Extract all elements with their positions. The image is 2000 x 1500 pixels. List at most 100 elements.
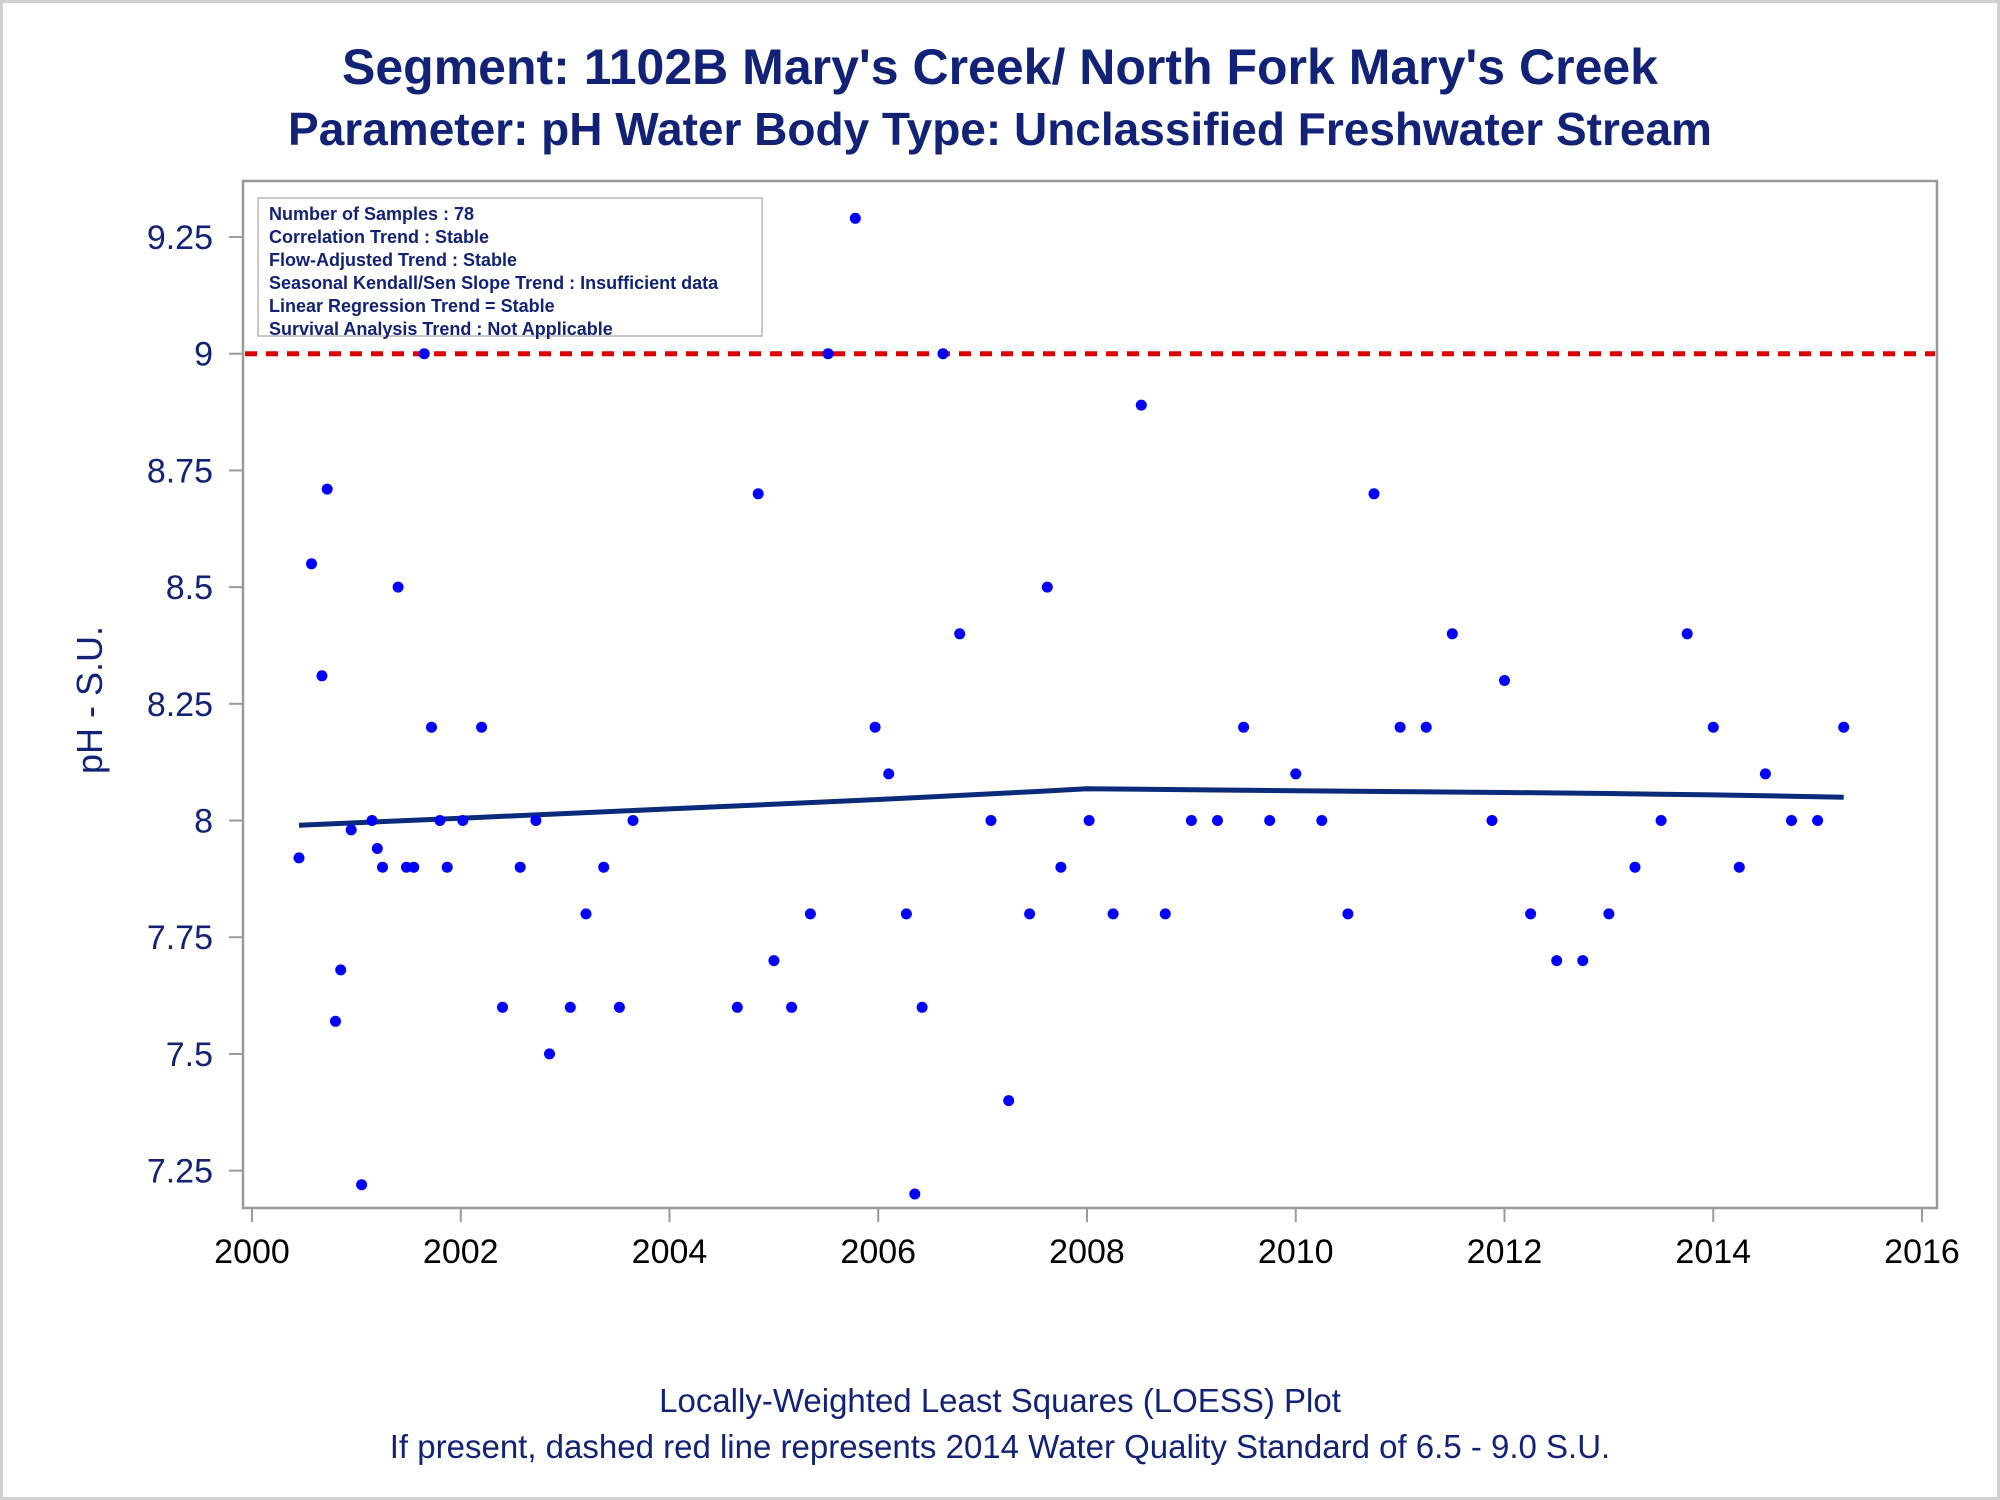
data-point bbox=[1838, 721, 1850, 733]
data-point bbox=[1629, 861, 1641, 873]
data-point bbox=[1264, 815, 1276, 826]
data-point bbox=[434, 815, 446, 826]
x-tick-label: 2002 bbox=[423, 1233, 499, 1271]
data-point bbox=[985, 815, 997, 826]
data-point bbox=[457, 815, 469, 826]
data-point bbox=[883, 768, 895, 780]
stat-sample-count: Number of Samples : 78 bbox=[269, 204, 475, 224]
data-point bbox=[849, 212, 861, 224]
data-point bbox=[1446, 628, 1458, 640]
data-point bbox=[366, 815, 378, 826]
x-tick-label: 2008 bbox=[1049, 1233, 1125, 1271]
data-point bbox=[497, 1001, 508, 1013]
data-point bbox=[768, 955, 780, 967]
y-tick-label: 7.25 bbox=[147, 1153, 213, 1191]
x-tick-label: 2016 bbox=[1884, 1233, 1960, 1271]
chart-title: Segment: 1102B Mary's Creek/ North Fork … bbox=[342, 39, 1658, 95]
data-point bbox=[869, 721, 881, 733]
data-point bbox=[1707, 721, 1719, 733]
data-point bbox=[1420, 721, 1432, 733]
data-point bbox=[580, 908, 592, 920]
y-tick-label: 9.25 bbox=[147, 219, 213, 257]
data-point bbox=[514, 861, 526, 873]
data-point bbox=[752, 488, 764, 500]
stat-correlation-trend: Correlation Trend : Stable bbox=[269, 227, 490, 247]
data-point bbox=[1603, 908, 1615, 920]
data-point bbox=[613, 1001, 625, 1013]
data-point bbox=[426, 721, 437, 733]
data-point bbox=[627, 815, 639, 826]
data-point bbox=[1368, 488, 1380, 500]
y-axis-label: pH - S.U. bbox=[69, 625, 110, 775]
data-point bbox=[1812, 815, 1824, 826]
data-point bbox=[1499, 675, 1510, 686]
data-point bbox=[1733, 861, 1745, 873]
data-point bbox=[377, 861, 388, 873]
data-point bbox=[954, 628, 966, 640]
data-point bbox=[804, 908, 816, 920]
data-point bbox=[1681, 628, 1693, 640]
y-tick-label: 8.25 bbox=[147, 686, 213, 724]
data-point bbox=[1185, 815, 1197, 826]
x-tick-label: 2012 bbox=[1467, 1233, 1543, 1271]
data-point bbox=[909, 1188, 921, 1200]
data-point bbox=[418, 348, 430, 360]
plot-area-frame bbox=[241, 179, 1939, 1210]
data-point bbox=[1786, 815, 1797, 826]
data-point bbox=[1024, 908, 1036, 920]
data-point bbox=[1342, 908, 1354, 920]
data-point bbox=[1759, 768, 1771, 780]
data-point bbox=[900, 908, 912, 920]
data-point bbox=[530, 815, 542, 826]
loess-trend-line bbox=[298, 786, 1844, 828]
data-point bbox=[1159, 908, 1171, 920]
stats-box: Number of Samples : 78 Correlation Trend… bbox=[257, 197, 763, 339]
data-point bbox=[564, 1001, 576, 1013]
data-point bbox=[916, 1001, 928, 1013]
data-point bbox=[441, 861, 453, 873]
data-point bbox=[1055, 861, 1067, 873]
y-tick-label: 7.5 bbox=[166, 1036, 213, 1074]
data-point bbox=[1486, 815, 1498, 826]
data-point bbox=[598, 861, 610, 873]
data-point bbox=[306, 558, 317, 570]
data-point bbox=[330, 1015, 341, 1027]
data-point bbox=[1551, 955, 1563, 967]
y-tick-label: 8 bbox=[194, 803, 213, 841]
data-point bbox=[1083, 815, 1095, 826]
data-point bbox=[731, 1001, 743, 1013]
footnote-standard: If present, dashed red line represents 2… bbox=[389, 1428, 1611, 1465]
x-tick-label: 2014 bbox=[1675, 1233, 1751, 1271]
data-point bbox=[476, 721, 488, 733]
stat-seasonal-kendall-trend: Seasonal Kendall/Sen Slope Trend : Insuf… bbox=[269, 273, 719, 293]
data-point bbox=[822, 348, 834, 360]
x-tick-label: 2010 bbox=[1258, 1233, 1334, 1271]
y-tick-label: 9 bbox=[194, 336, 213, 374]
y-tick-label: 8.5 bbox=[166, 569, 213, 607]
data-point bbox=[321, 483, 333, 495]
chart-subtitle: Parameter: pH Water Body Type: Unclassif… bbox=[288, 103, 1712, 155]
y-tick-label: 7.75 bbox=[147, 919, 213, 957]
data-point bbox=[937, 348, 949, 360]
data-point bbox=[356, 1179, 368, 1191]
x-tick-label: 2000 bbox=[214, 1233, 290, 1271]
stat-linear-regression-trend: Linear Regression Trend = Stable bbox=[269, 296, 555, 316]
data-point bbox=[335, 964, 347, 976]
x-tick-label: 2004 bbox=[632, 1233, 708, 1271]
data-point bbox=[786, 1001, 798, 1013]
data-point bbox=[316, 670, 328, 682]
data-point bbox=[1525, 908, 1537, 920]
data-point bbox=[408, 861, 420, 873]
stat-flow-adjusted-trend: Flow-Adjusted Trend : Stable bbox=[269, 250, 518, 270]
data-point bbox=[293, 852, 305, 864]
data-point bbox=[1238, 721, 1250, 733]
data-point bbox=[1212, 815, 1223, 826]
data-point bbox=[1655, 815, 1667, 826]
data-point bbox=[1577, 955, 1589, 967]
footnote-loess: Locally-Weighted Least Squares (LOESS) P… bbox=[659, 1382, 1341, 1419]
data-point bbox=[544, 1048, 555, 1060]
data-point bbox=[345, 824, 357, 836]
x-tick-label: 2006 bbox=[840, 1233, 916, 1271]
